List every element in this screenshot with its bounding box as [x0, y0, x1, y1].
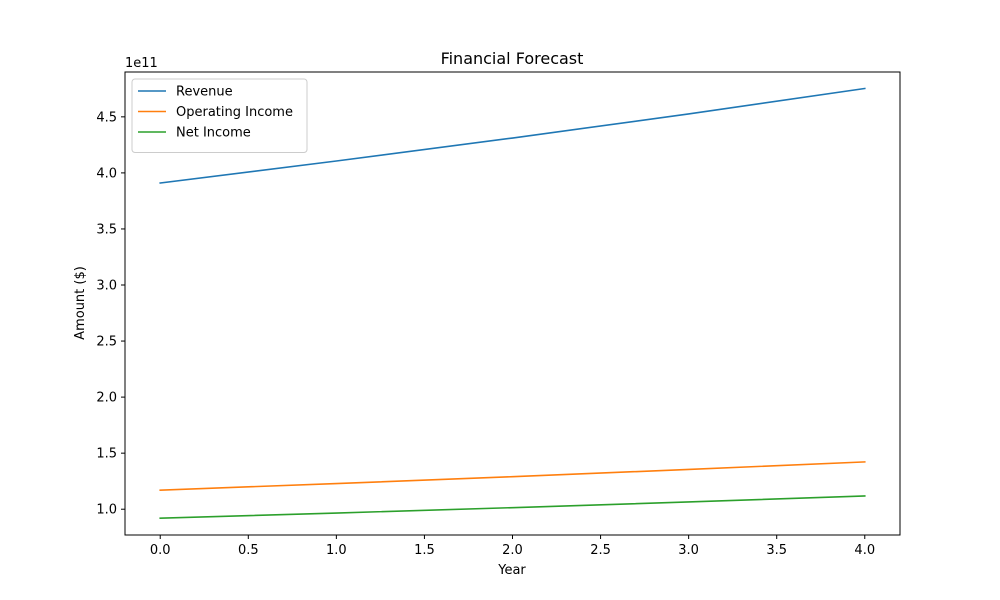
legend-label-revenue: Revenue	[176, 85, 233, 100]
x-tick-label: 4.0	[854, 543, 875, 558]
y-tick-label: 1.5	[96, 447, 117, 462]
x-tick-label: 1.0	[326, 543, 347, 558]
x-tick-label: 2.0	[502, 543, 523, 558]
legend-label-net-income: Net Income	[176, 126, 251, 141]
x-tick-label: 3.5	[766, 543, 787, 558]
series-line-revenue	[159, 87, 866, 184]
legend-label-operating-income: Operating Income	[176, 105, 293, 120]
plot-area: 0.0 0.5 1.0 1.5 2.0 2.5 3.0 3.5 4.0 1.0 1.5 2.0 2.5 3…	[96, 71, 901, 558]
series-line-net-income	[159, 495, 866, 520]
y-tick-label: 1.0	[96, 503, 117, 518]
chart-title: Financial Forecast	[441, 49, 584, 68]
y-tick-label: 2.5	[96, 335, 117, 350]
y-tick-label: 3.0	[96, 279, 117, 294]
legend-box	[131, 78, 308, 153]
y-tick-label: 4.5	[96, 110, 117, 125]
y-tick-label: 2.0	[96, 391, 117, 406]
x-tick-label: 2.5	[590, 543, 611, 558]
x-tick-label: 1.5	[414, 543, 435, 558]
y-tick-label: 3.5	[96, 222, 117, 237]
y-axis-label: Amount ($)	[73, 266, 88, 340]
x-tick-label: 0.5	[238, 543, 259, 558]
y-tick-label: 4.0	[96, 166, 117, 181]
x-axis-label: Year	[497, 563, 526, 578]
x-tick-label: 0.0	[150, 543, 171, 558]
legend: Revenue Operating Income Net Income	[131, 78, 308, 153]
y-axis-offset-label: 1e11	[125, 56, 158, 71]
x-tick-label: 3.0	[678, 543, 699, 558]
series-line-operating-income	[159, 461, 866, 491]
